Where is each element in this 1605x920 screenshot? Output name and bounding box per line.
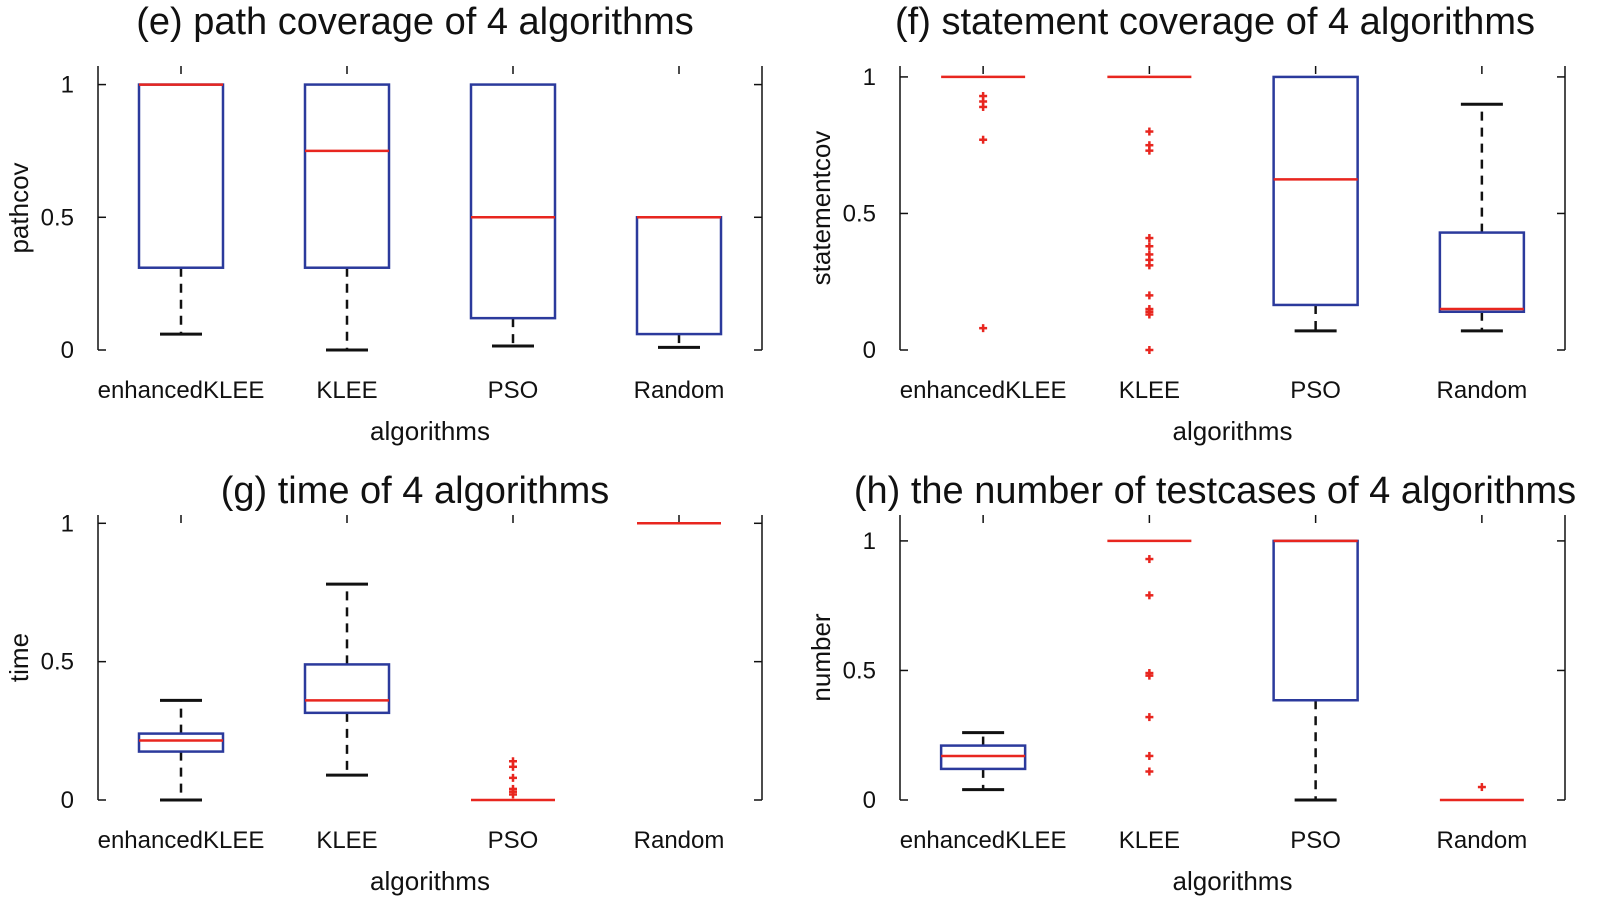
x-axis-label: algorithms (370, 416, 490, 446)
outlier-marker (1145, 751, 1154, 760)
box-KLEE (303, 83, 391, 352)
x-tick-label: KLEE (1119, 827, 1180, 854)
box-enhancedKLEE (939, 731, 1027, 792)
y-tick-label: 0 (863, 787, 876, 814)
x-tick-label: enhancedKLEE (98, 377, 265, 404)
box-PSO (471, 757, 555, 802)
y-tick-label: 1 (61, 72, 74, 99)
y-axis-label: pathcov (4, 162, 34, 253)
box-enhancedKLEE (941, 75, 1026, 333)
y-axis-label: number (806, 613, 836, 701)
x-tick-label: PSO (1290, 377, 1341, 404)
iqr-box (303, 83, 391, 269)
outlier-marker (1145, 555, 1154, 564)
outlier-marker (1145, 291, 1154, 300)
outlier-marker (1477, 783, 1486, 792)
x-tick-label: KLEE (1119, 377, 1180, 404)
y-tick-label: 0.5 (41, 204, 74, 231)
outlier-marker (1145, 591, 1154, 600)
box-Random (1438, 102, 1526, 333)
box-Random (1439, 783, 1524, 802)
chart-panel-0: (e) path coverage of 4 algorithms 0 0.5 1 en… (4, 1, 763, 446)
iqr-box (635, 216, 723, 336)
outlier-marker (979, 102, 988, 111)
iqr-box (137, 83, 225, 269)
y-tick-label: 0 (863, 337, 876, 364)
outlier-marker (979, 135, 988, 144)
outlier-marker (509, 762, 517, 771)
outlier-marker (1145, 713, 1154, 722)
x-tick-label: Random (1437, 377, 1528, 404)
outlier-marker (509, 773, 517, 782)
x-tick-label: PSO (488, 827, 539, 854)
x-axis-label: algorithms (1173, 416, 1293, 446)
x-axis-label: algorithms (370, 866, 490, 896)
outlier-marker (1145, 671, 1154, 680)
outlier-marker (509, 790, 517, 799)
x-tick-label: enhancedKLEE (900, 827, 1067, 854)
outlier-marker (1145, 767, 1154, 776)
x-tick-label: Random (634, 827, 725, 854)
y-tick-label: 1 (863, 64, 876, 91)
x-tick-label: KLEE (316, 377, 377, 404)
iqr-box (303, 663, 391, 715)
chart-title: (e) path coverage of 4 algorithms (136, 1, 694, 43)
x-tick-label: PSO (1290, 827, 1341, 854)
iqr-box (137, 732, 225, 753)
iqr-box (1272, 539, 1359, 702)
box-enhancedKLEE (137, 698, 225, 802)
chart-panel-1: (f) statement coverage of 4 algorithms 0 0… (806, 1, 1566, 446)
x-tick-label: enhancedKLEE (98, 827, 265, 854)
x-axis-label: algorithms (1173, 866, 1293, 896)
y-tick-label: 1 (61, 510, 74, 537)
box-KLEE (303, 582, 391, 777)
x-tick-label: Random (634, 377, 725, 404)
outlier-marker (1145, 234, 1154, 243)
chart-panel-3: (h) the number of testcases of 4 algorit… (806, 470, 1576, 896)
y-axis-label: statementcov (806, 131, 836, 286)
y-tick-label: 0.5 (843, 657, 876, 684)
iqr-box (1272, 75, 1359, 307)
y-tick-label: 0 (61, 337, 74, 364)
outlier-marker (1145, 146, 1154, 155)
chart-title: (h) the number of testcases of 4 algorit… (854, 470, 1576, 512)
box-PSO (1272, 75, 1359, 333)
iqr-box (469, 83, 557, 320)
outlier-marker (979, 324, 988, 333)
y-tick-label: 0.5 (843, 200, 876, 227)
chart-panel-2: (g) time of 4 algorithms 0 0.5 1 enhancedKLE… (4, 470, 763, 896)
box-enhancedKLEE (137, 83, 225, 336)
outlier-marker (1145, 127, 1154, 136)
outlier-marker (1145, 346, 1154, 354)
outlier-marker (1145, 310, 1154, 319)
outlier-marker (1145, 242, 1154, 251)
x-tick-label: PSO (488, 377, 539, 404)
y-axis-label: time (4, 633, 34, 682)
box-PSO (1272, 539, 1359, 802)
box-KLEE (1107, 539, 1192, 776)
box-KLEE (1107, 75, 1192, 354)
iqr-box (939, 744, 1027, 771)
y-tick-label: 0.5 (41, 649, 74, 676)
box-Random (635, 216, 723, 349)
x-tick-label: KLEE (316, 827, 377, 854)
chart-title: (g) time of 4 algorithms (221, 470, 610, 512)
chart-title: (f) statement coverage of 4 algorithms (895, 1, 1535, 43)
outlier-marker (1145, 261, 1154, 270)
iqr-box (1438, 231, 1526, 314)
box-PSO (469, 83, 557, 348)
y-tick-label: 1 (863, 528, 876, 555)
x-tick-label: enhancedKLEE (900, 377, 1067, 404)
y-tick-label: 0 (61, 787, 74, 814)
x-tick-label: Random (1437, 827, 1528, 854)
